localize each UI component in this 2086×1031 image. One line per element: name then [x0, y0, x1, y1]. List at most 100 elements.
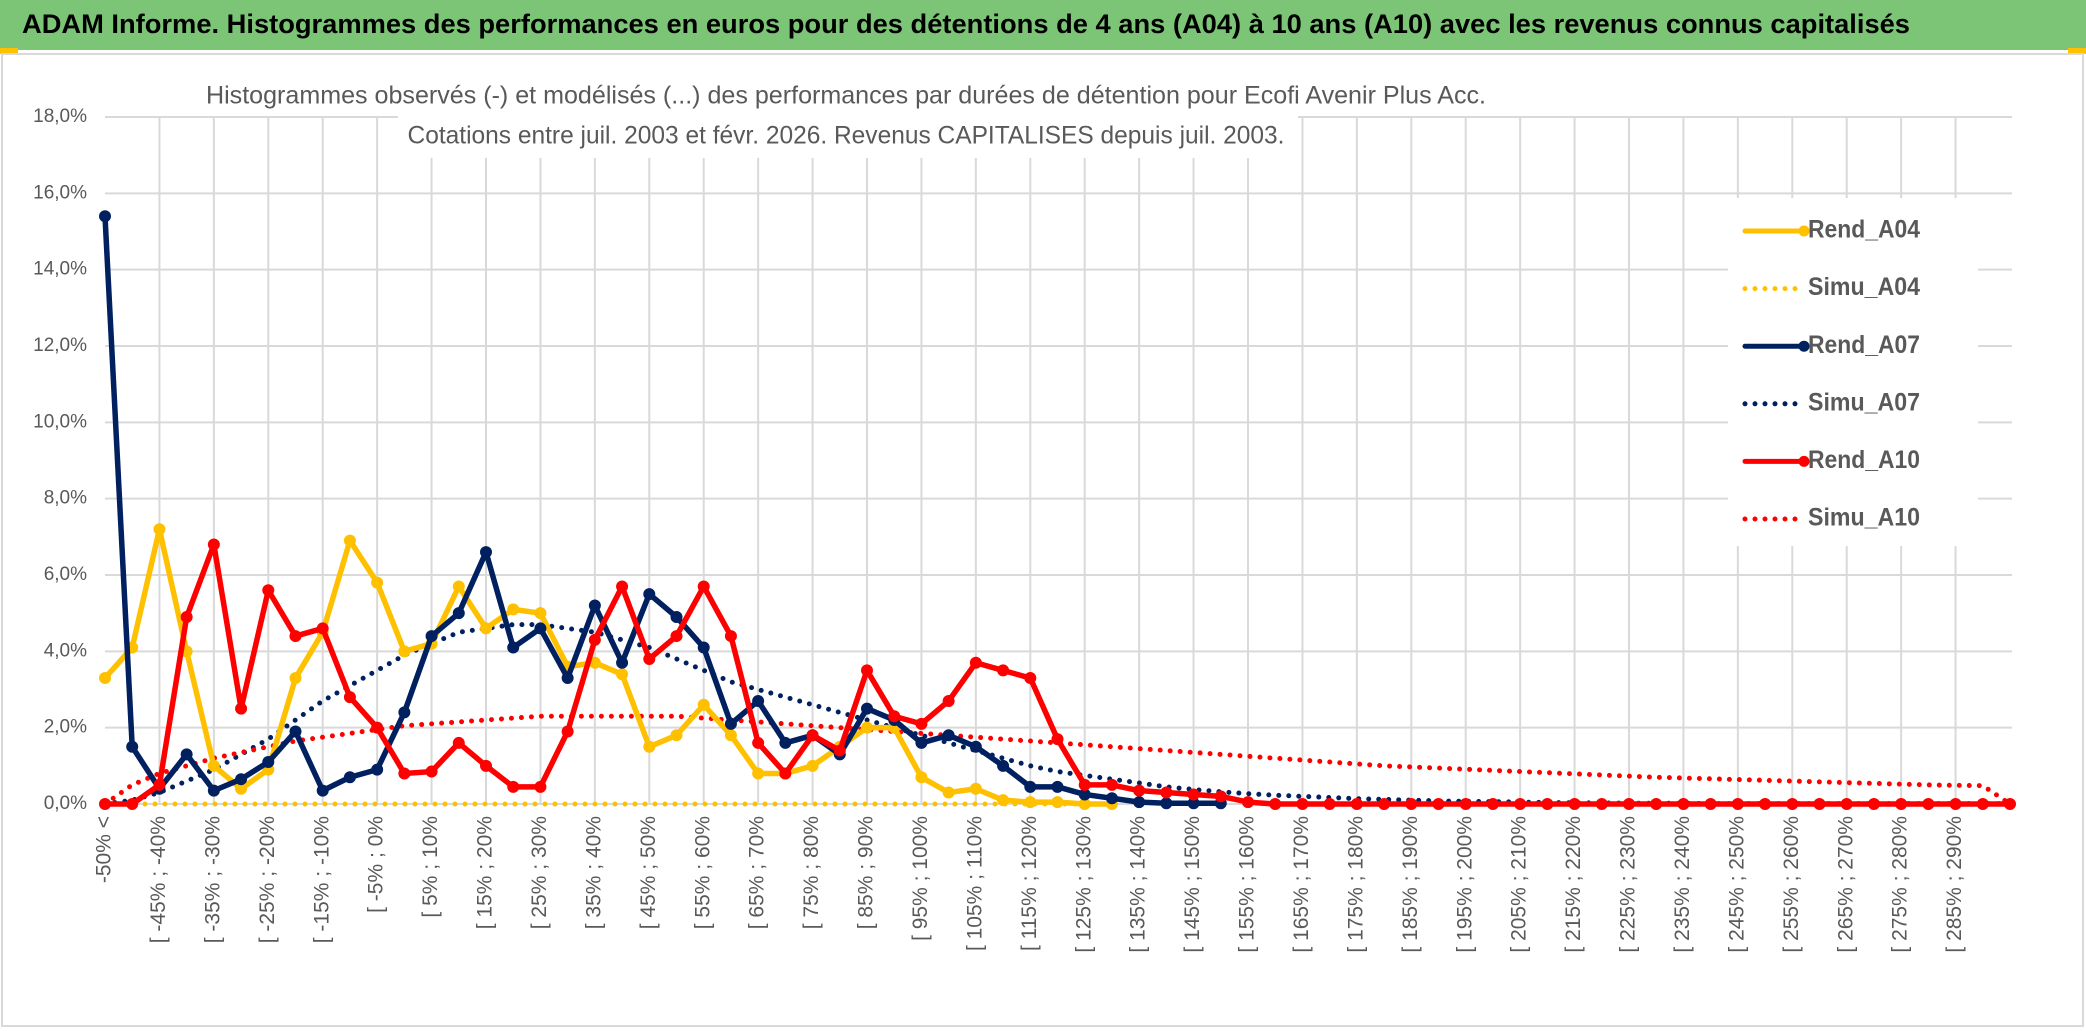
data-point: [235, 773, 248, 786]
data-point: [507, 641, 520, 654]
subtitle-line: Histogrammes observés (-) et modélisés (…: [206, 82, 1486, 110]
data-point: [724, 630, 737, 643]
data-point: [398, 645, 411, 658]
data-point: [724, 717, 737, 730]
data-point: [806, 729, 819, 742]
x-tick-label: [ -45% ; -40%: [147, 816, 170, 943]
data-point: [452, 580, 465, 593]
data-point: [1078, 778, 1091, 791]
data-point: [915, 717, 928, 730]
data-point: [833, 744, 846, 757]
data-point: [425, 765, 438, 778]
data-point: [1759, 798, 1772, 810]
data-point: [1187, 788, 1200, 801]
data-point: [1840, 798, 1853, 810]
data-point: [207, 759, 220, 772]
data-point: [969, 656, 982, 669]
data-point: [316, 622, 329, 635]
y-tick-label: 4,0%: [44, 640, 87, 661]
data-point: [643, 652, 656, 665]
x-tick-label: -50% <: [93, 816, 116, 883]
data-point: [1024, 780, 1037, 793]
data-point: [452, 736, 465, 749]
data-point: [1595, 798, 1608, 810]
x-tick-label: [ 245% ; 250%: [1725, 816, 1748, 953]
data-point: [969, 740, 982, 753]
x-tick-label: [ 95% ; 100%: [909, 816, 932, 941]
data-point: [643, 740, 656, 753]
subtitle-background: [198, 78, 1498, 116]
data-point: [561, 672, 574, 685]
data-point: [207, 784, 220, 797]
data-point: [398, 767, 411, 780]
data-point: [99, 672, 111, 685]
x-tick-label: [ 185% ; 190%: [1399, 816, 1422, 953]
x-tick-label: [ 75% ; 80%: [800, 816, 823, 929]
data-point: [153, 523, 166, 536]
x-tick-label: [ -25% ; -20%: [256, 816, 279, 943]
x-tick-label: [ 145% ; 150%: [1181, 816, 1204, 953]
subtitle-line: Cotations entre juil. 2003 et févr. 2026…: [408, 122, 1285, 150]
data-point: [1432, 798, 1445, 810]
x-tick-label: [ 65% ; 70%: [746, 816, 769, 929]
data-point: [1949, 798, 1962, 810]
data-point: [997, 664, 1010, 677]
data-point: [180, 748, 193, 761]
legend-marker: [1798, 340, 1810, 352]
legend-label: Rend_A07: [1808, 331, 1920, 359]
data-point: [1269, 798, 1282, 810]
data-point: [616, 656, 629, 669]
data-point: [752, 694, 765, 707]
data-point: [1459, 798, 1472, 810]
data-point: [371, 763, 384, 776]
x-tick-label: [ 255% ; 260%: [1780, 816, 1803, 953]
data-point: [697, 580, 710, 593]
y-tick-label: 10,0%: [33, 411, 87, 432]
data-point: [861, 664, 873, 677]
data-point: [534, 607, 547, 620]
legend-marker: [1798, 225, 1810, 237]
data-point: [997, 759, 1010, 772]
data-point: [480, 759, 492, 772]
data-point: [1486, 798, 1499, 810]
corner-tab: [2068, 48, 2086, 54]
x-tick-label: [ 205% ; 210%: [1508, 816, 1531, 953]
data-point: [1568, 798, 1581, 810]
data-point: [99, 210, 111, 223]
data-point: [1242, 796, 1254, 809]
data-point: [235, 702, 248, 715]
data-point: [888, 710, 901, 723]
data-point: [1160, 797, 1173, 810]
x-tick-label: [ 195% ; 200%: [1453, 816, 1476, 953]
data-point: [1051, 733, 1064, 746]
data-point: [752, 736, 765, 749]
data-point: [425, 630, 438, 643]
data-point: [915, 771, 928, 784]
data-point: [343, 691, 356, 704]
title-bar: [0, 0, 2086, 50]
data-point: [398, 706, 411, 719]
x-tick-label: [ -5% ; 0%: [365, 816, 388, 913]
data-point: [643, 588, 656, 601]
data-point: [724, 729, 737, 742]
x-tick-label: [ 85% ; 90%: [855, 816, 878, 929]
data-point: [207, 538, 220, 551]
data-point: [262, 756, 275, 769]
data-point: [1514, 798, 1527, 810]
data-point: [1350, 798, 1363, 810]
x-tick-label: [ 275% ; 280%: [1889, 816, 1912, 953]
data-point: [1160, 786, 1173, 799]
data-point: [1677, 798, 1690, 810]
legend-label: Rend_A10: [1808, 446, 1920, 474]
y-tick-label: 14,0%: [33, 259, 87, 280]
data-point: [534, 622, 547, 635]
x-tick-label: [ 125% ; 130%: [1072, 816, 1095, 953]
data-point: [1623, 798, 1635, 810]
data-point: [480, 622, 492, 635]
data-point: [779, 767, 792, 780]
x-tick-label: [ 155% ; 160%: [1236, 816, 1259, 953]
x-tick-label: [ 165% ; 170%: [1290, 816, 1313, 953]
data-point: [1323, 798, 1336, 810]
data-point: [1214, 790, 1227, 803]
